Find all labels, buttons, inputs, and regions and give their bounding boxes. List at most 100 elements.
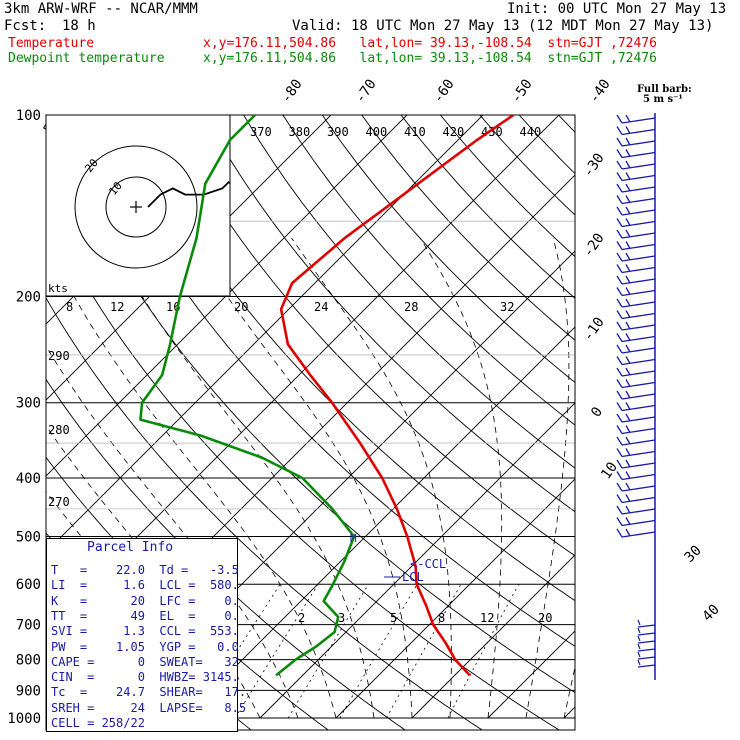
isotherm-right-label: -30 xyxy=(580,150,608,180)
parcel-info-row: CAPE = 0 SWEAT= 32 xyxy=(51,654,239,669)
wind-barb xyxy=(616,149,656,159)
mixing-ratio-label: 5 xyxy=(390,611,397,625)
wind-barb-flag xyxy=(625,471,631,479)
wind-barb-flag xyxy=(616,379,623,388)
plot-frame xyxy=(45,114,576,731)
wind-barb xyxy=(616,505,656,515)
wind-barb-shaft xyxy=(621,393,656,400)
wind-barb xyxy=(616,425,656,435)
wind-barb xyxy=(616,229,656,239)
theta-left-label: 280 xyxy=(48,423,70,437)
temperature-profile-line xyxy=(279,115,515,677)
wind-barb-flag xyxy=(625,114,631,123)
wind-barb-flag xyxy=(616,206,623,216)
wind-barb xyxy=(616,114,656,124)
mixing-ratio-label: 8 xyxy=(438,611,445,625)
dry-adiabat-line xyxy=(85,115,575,647)
theta-label: 370 xyxy=(250,125,272,139)
wind-barb-flag xyxy=(625,344,631,353)
wind-barb-flag xyxy=(637,659,641,666)
hodograph-frame xyxy=(45,114,231,297)
isotherm-line xyxy=(335,478,575,719)
wind-barb-flag xyxy=(625,356,631,364)
wind-barb xyxy=(616,298,656,308)
wind-barb-flag xyxy=(625,517,631,525)
wind-barb xyxy=(616,482,656,492)
pressure-tick-label: 600 xyxy=(16,577,41,593)
wind-barb-flag xyxy=(616,333,623,342)
wind-barb-shaft xyxy=(637,624,656,628)
wind-barb xyxy=(616,321,656,331)
theta-left-label: 290 xyxy=(48,349,70,363)
wind-barb-flag xyxy=(625,321,631,330)
theta-label: 430 xyxy=(481,125,503,139)
wind-barb-shaft xyxy=(621,209,656,216)
wind-barb-flag xyxy=(616,344,623,354)
wind-barb-flag xyxy=(616,390,623,400)
pressure-tick-label: 800 xyxy=(16,653,41,669)
wind-barb-flag xyxy=(625,160,631,169)
theta-label: 400 xyxy=(366,125,388,139)
wind-barb-flag xyxy=(616,172,623,181)
theta-label: 380 xyxy=(289,125,311,139)
wind-barb-shaft xyxy=(621,128,656,136)
isotherm-top-label: -40 xyxy=(586,76,614,106)
wind-barb-flag xyxy=(625,126,631,134)
mixing-ratio-label: 2 xyxy=(298,611,305,625)
theta-label: 440 xyxy=(520,125,542,139)
wind-barb xyxy=(616,218,656,228)
wind-barb-shaft xyxy=(621,243,656,251)
wind-barb-flag xyxy=(616,494,623,503)
dry-adiabat-line xyxy=(46,209,560,730)
wind-barb xyxy=(616,183,656,193)
wind-barb-flag xyxy=(616,229,623,239)
wind-barb xyxy=(616,448,656,458)
model-title: 3km ARW-WRF -- NCAR/MMM xyxy=(4,1,198,17)
isotherm-lower-right-label: 40 xyxy=(700,602,723,625)
wind-barb-shaft xyxy=(621,427,656,435)
pressure-tick-label: 300 xyxy=(16,396,41,412)
hodograph-ring xyxy=(105,176,167,238)
pressure-tick-label: 900 xyxy=(16,683,41,699)
wind-barb-flag xyxy=(625,252,631,261)
pressure-tick-label: 500 xyxy=(16,529,41,545)
wind-barb xyxy=(616,287,656,297)
wind-barb xyxy=(616,494,656,504)
wind-barb-flag xyxy=(625,137,631,146)
wind-barb-flag xyxy=(616,126,623,135)
wind-barb-flag xyxy=(625,172,631,180)
isotherm-line xyxy=(487,630,575,719)
dry-adiabat-line xyxy=(440,115,575,258)
wind-barb xyxy=(616,517,656,527)
parcel-info-row: CELL = 258/22 xyxy=(51,716,145,730)
mixing-ratio-label: 12 xyxy=(480,611,494,625)
hodograph-trace xyxy=(147,181,231,208)
moist-adiabat-line xyxy=(525,238,570,719)
wind-barb-shaft xyxy=(621,462,656,469)
wind-barb-flag xyxy=(625,206,631,215)
isotherm-right-label: -20 xyxy=(580,230,608,260)
isotherm-line xyxy=(259,402,575,719)
wind-barb-flag xyxy=(616,275,623,285)
wind-barb-flag xyxy=(616,356,623,365)
moist-adiabat-line xyxy=(50,253,337,719)
init-time: Init: 00 UTC Mon 27 May 13 xyxy=(507,1,727,17)
parcel-info-row: LI = 1.6 LCL = 580. xyxy=(51,578,239,593)
pressure-tick-label: 700 xyxy=(16,618,41,634)
wind-barb xyxy=(616,367,656,377)
dry-adiabat-line xyxy=(518,115,575,175)
wind-barb xyxy=(616,206,656,216)
parcel-info-row: K = 20 LFC = 0. xyxy=(51,593,239,608)
pressure-tick-label: 1000 xyxy=(7,711,41,727)
dry-adiabat-line xyxy=(321,115,575,383)
hodograph-scale-label: 12 xyxy=(110,300,124,314)
wind-barb-shaft xyxy=(621,232,656,239)
wind-barb xyxy=(616,241,656,251)
wind-barb-shaft xyxy=(621,404,656,412)
wind-barb-shaft xyxy=(621,266,656,274)
hodograph-units-label: kts xyxy=(48,282,68,295)
wind-barb-flag xyxy=(616,517,623,526)
pressure-tick-label: 100 xyxy=(16,108,41,124)
wind-barb-shaft xyxy=(621,220,656,228)
